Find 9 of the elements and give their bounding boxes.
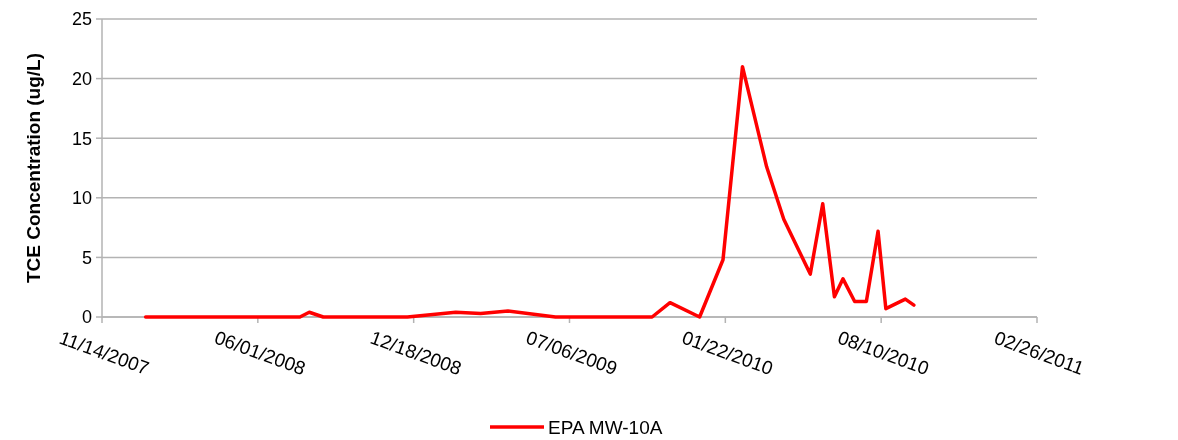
y-tick-label: 20 bbox=[71, 68, 92, 89]
y-axis-title: TCE Concentration (ug/L) bbox=[23, 52, 44, 284]
y-tick-label: 5 bbox=[81, 247, 92, 268]
y-tick-label: 15 bbox=[71, 128, 92, 149]
line-series bbox=[143, 64, 916, 319]
legend-label: EPA MW-10A bbox=[548, 416, 663, 438]
y-tick-label: 0 bbox=[81, 307, 92, 328]
y-tick-label: 10 bbox=[71, 188, 92, 209]
y-tick-label: 25 bbox=[71, 9, 92, 30]
